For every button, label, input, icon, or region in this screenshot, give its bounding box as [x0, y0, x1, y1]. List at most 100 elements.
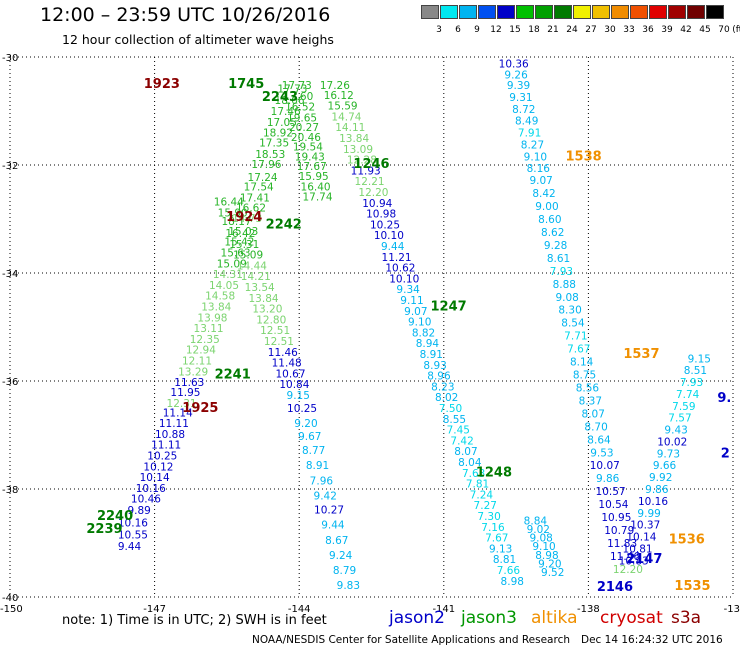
wave-height-label: 8.30	[558, 305, 581, 317]
note-text: note: 1) Time is in UTC; 2) SWH is in fe…	[62, 613, 327, 628]
page-title: 12:00 – 23:59 UTC 10/26/2016	[40, 4, 331, 26]
wave-height-label: 9.99	[637, 508, 660, 520]
x-tick-label: -141	[432, 604, 455, 615]
pass-time-label: 1536	[669, 533, 705, 548]
wave-height-label: 9.73	[657, 448, 680, 460]
color-swatch	[554, 5, 572, 19]
color-swatch	[459, 5, 477, 19]
color-tick-label: 15	[509, 25, 521, 35]
wave-height-label: 10.95	[601, 512, 631, 524]
pass-time-label: 1247	[431, 299, 467, 314]
color-tick-label: 9	[474, 25, 480, 35]
pass-time-label: 1537	[623, 347, 659, 362]
wave-height-label: 14.05	[209, 280, 239, 292]
wave-height-label: 15.31	[229, 239, 259, 251]
pass-time-label: 1246	[353, 157, 389, 172]
wave-height-label: 8.81	[493, 554, 516, 566]
wave-height-label: 12.11	[182, 355, 212, 367]
wave-height-label: 9.11	[400, 295, 423, 307]
wave-height-label: 8.96	[427, 371, 451, 383]
wave-height-label: 7.93	[550, 266, 573, 278]
wave-height-label: 10.46	[131, 494, 161, 506]
wave-height-label: 11.95	[170, 387, 200, 399]
wave-height-label: 17.35	[259, 137, 289, 149]
color-swatch	[706, 5, 724, 19]
legend-jason3: jason3	[461, 608, 517, 628]
wave-height-label: 12.94	[186, 345, 216, 357]
wave-height-label: 11.93	[351, 165, 381, 177]
wave-height-label: 8.98	[501, 576, 524, 588]
wave-height-label: 7.81	[466, 479, 489, 491]
color-swatch	[478, 5, 496, 19]
wave-height-label: 15.09	[217, 258, 247, 270]
wave-height-label: 7.50	[439, 403, 462, 415]
wave-height-label: 7.96	[310, 475, 334, 487]
wave-height-label: 17.26	[320, 80, 350, 92]
wave-height-label: 9.31	[509, 92, 532, 104]
wave-height-label: 13.84	[339, 133, 369, 145]
wave-height-label: 13.84	[201, 301, 231, 313]
y-tick-label: -40	[2, 593, 18, 604]
wave-height-label: 8.60	[538, 214, 561, 226]
wave-height-label: 9.15	[688, 353, 711, 365]
wave-height-label: 9.86	[596, 473, 620, 485]
wave-height-label: 15.90	[218, 208, 248, 220]
wave-height-label: 16.62	[236, 203, 266, 215]
color-tick-label: 30	[604, 25, 616, 35]
wave-height-label: 7.16	[481, 522, 505, 534]
wave-height-label: 8.51	[684, 365, 707, 377]
wave-height-label: 7.71	[564, 331, 587, 343]
wave-height-label: 10.67	[275, 368, 305, 380]
wave-height-label: 13.84	[249, 293, 279, 305]
wave-height-label: 13.09	[343, 144, 373, 156]
color-tick-label: 36	[642, 25, 654, 35]
legend-cryosat: cryosat	[600, 608, 663, 628]
wave-height-label: 19.54	[293, 142, 323, 154]
footer-credit: NOAA/NESDIS Center for Satellite Applica…	[252, 634, 570, 646]
wave-height-label: 11.83	[607, 538, 637, 550]
wave-height-label: 17.73	[282, 80, 312, 92]
wave-height-label: 9.28	[544, 240, 567, 252]
wave-height-label: 14.21	[241, 271, 271, 283]
color-swatch	[535, 5, 553, 19]
wave-height-label: 16.52	[285, 102, 315, 114]
wave-height-label: 8.82	[412, 327, 435, 339]
wave-height-label: 7.27	[474, 500, 497, 512]
wave-height-label: 9.52	[541, 567, 564, 579]
color-tick-label: 42	[680, 25, 692, 35]
wave-height-label: 10.14	[626, 532, 656, 544]
wave-height-label: 15.63	[221, 247, 251, 259]
pass-time-label: 2146	[597, 580, 633, 595]
wave-height-label: 14.74	[331, 111, 361, 123]
wave-height-label: 9.15	[287, 390, 310, 402]
wave-height-label: 8.14	[570, 357, 594, 369]
wave-height-label: 13.29	[178, 366, 208, 378]
wave-height-label: 10.07	[590, 460, 620, 472]
y-tick-label: -34	[2, 269, 18, 280]
color-swatch	[668, 5, 686, 19]
wave-height-label: 9.02	[527, 524, 550, 536]
wave-height-label: 20.27	[289, 122, 319, 134]
wave-height-label: 16.42	[225, 228, 255, 240]
wave-height-label: 13.98	[197, 312, 227, 324]
wave-height-label: 17.24	[248, 172, 278, 184]
wave-height-label: 10.84	[279, 379, 309, 391]
wave-height-label: 9.34	[396, 284, 420, 296]
wave-height-label: 17.67	[297, 161, 327, 173]
pass-time-label: 2242	[266, 217, 302, 232]
wave-height-label: 13.20	[252, 304, 282, 316]
wave-height-label: 8.88	[553, 279, 576, 291]
wave-height-label: 15.42	[224, 237, 254, 249]
wave-height-label: 9.43	[664, 425, 687, 437]
pass-time-label: 1745	[228, 77, 264, 92]
wave-height-label: 10.81	[623, 543, 653, 555]
color-swatch	[611, 5, 629, 19]
legend-jason2: jason2	[389, 608, 445, 628]
wave-height-label: 9.26	[504, 69, 528, 81]
wave-height-label: 17.05	[267, 117, 297, 129]
wave-height-label: 8.49	[515, 116, 538, 128]
wave-height-label: 16.44	[214, 197, 244, 209]
pass-time-label: 2243	[262, 90, 298, 105]
wave-height-label: 7.91	[518, 128, 541, 140]
